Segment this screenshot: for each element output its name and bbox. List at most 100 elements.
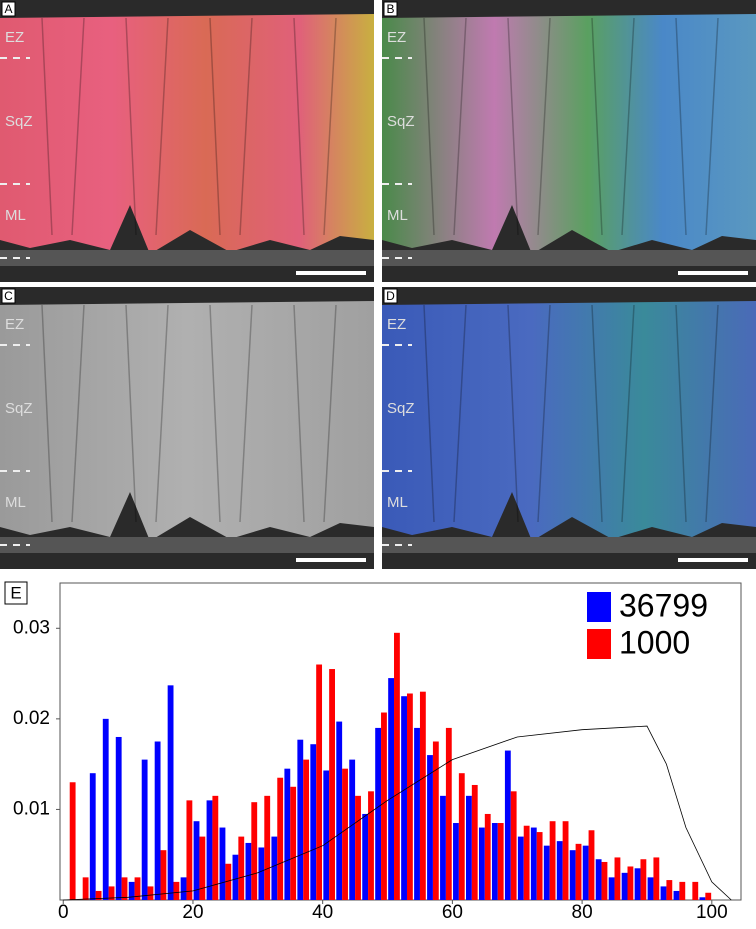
- bar: [193, 821, 200, 900]
- bar: [180, 877, 187, 900]
- bar: [601, 861, 608, 900]
- bar: [627, 866, 634, 900]
- bar: [453, 823, 459, 900]
- zone-label: SqZ: [5, 400, 33, 417]
- bar: [523, 825, 530, 900]
- bar: [614, 857, 621, 900]
- micrographs: A EZ SqZ ML B EZ SqZ ML C EZ SqZ ML D EZ SqZ ML: [0, 0, 756, 569]
- bar: [647, 877, 654, 900]
- grain-boundary: [537, 304, 551, 523]
- bar: [258, 847, 265, 900]
- bar: [225, 863, 232, 900]
- grain-boundary: [507, 17, 519, 236]
- grain-boundary: [621, 304, 635, 523]
- bar: [582, 845, 589, 900]
- grain-boundary: [155, 17, 169, 236]
- bar: [141, 759, 148, 900]
- panel-label-box: [383, 1, 398, 17]
- grain-boundary: [155, 304, 169, 523]
- zone-label: SqZ: [387, 113, 415, 130]
- grain-boundary: [71, 304, 85, 523]
- bar: [406, 693, 413, 900]
- grain-boundary: [125, 304, 137, 523]
- bar: [277, 777, 284, 900]
- bar: [336, 721, 343, 900]
- zone-label: EZ: [387, 29, 406, 46]
- bar: [388, 678, 395, 900]
- y-tick-label: 0.01: [13, 798, 50, 819]
- bar: [121, 877, 128, 900]
- bar: [621, 872, 628, 900]
- x-tick-label: 80: [572, 902, 593, 923]
- sample-base: [0, 537, 374, 553]
- grain-boundary: [423, 17, 435, 236]
- grain-region: [0, 14, 374, 254]
- sample-base: [382, 537, 756, 553]
- plot-frame: [59, 582, 742, 901]
- scale-bar: [678, 558, 748, 562]
- panel-label-box: [4, 581, 28, 605]
- panel-label: C: [4, 289, 13, 303]
- bar: [569, 850, 576, 900]
- grain-boundary: [209, 17, 221, 236]
- bar: [167, 685, 174, 900]
- bar: [154, 741, 161, 900]
- bar: [588, 830, 595, 900]
- bar: [705, 892, 712, 900]
- bar: [362, 813, 369, 900]
- bar: [575, 843, 582, 900]
- zone-label: ML: [387, 494, 408, 511]
- bar: [303, 759, 310, 900]
- bar: [401, 696, 407, 900]
- panel-label: D: [386, 289, 395, 303]
- bar: [375, 727, 382, 900]
- bar: [427, 755, 433, 900]
- grain-boundary: [323, 304, 337, 523]
- bar: [206, 800, 213, 900]
- bar: [82, 877, 89, 900]
- bar: [264, 795, 271, 900]
- bar: [432, 741, 439, 900]
- scale-bar: [296, 271, 366, 275]
- grain-boundary: [453, 17, 467, 236]
- bar: [510, 791, 517, 900]
- bar: [316, 664, 323, 900]
- bar: [673, 890, 680, 900]
- grain-boundary: [239, 17, 253, 236]
- bar: [530, 827, 537, 900]
- bar: [381, 712, 387, 900]
- panel-label: B: [386, 2, 394, 16]
- grain-boundary: [209, 304, 221, 523]
- bar: [458, 773, 465, 900]
- bar: [504, 750, 511, 900]
- zone-label: SqZ: [387, 400, 415, 417]
- bar: [699, 897, 706, 900]
- grain-boundary: [293, 304, 305, 523]
- grain-boundary: [239, 304, 253, 523]
- grain-boundary: [41, 17, 53, 236]
- bar: [219, 827, 226, 900]
- panel-label: E: [10, 583, 21, 602]
- bar: [69, 782, 76, 900]
- x-tick-label: 40: [312, 902, 333, 923]
- zone-label: SqZ: [5, 113, 33, 130]
- bar: [186, 800, 193, 900]
- grain-boundary: [675, 304, 687, 523]
- panel-label-box: [1, 1, 16, 17]
- y-tick-label: 0.03: [13, 617, 50, 638]
- bar: [310, 744, 317, 900]
- zone-label: ML: [5, 207, 26, 224]
- bar: [660, 886, 667, 900]
- micrograph-panel: C EZ SqZ ML: [0, 287, 374, 569]
- grain-boundary: [705, 17, 719, 236]
- micrograph-panel: D EZ SqZ ML: [382, 287, 756, 569]
- bar: [238, 836, 245, 900]
- bar: [89, 773, 96, 900]
- zone-label: EZ: [387, 316, 406, 333]
- bar: [95, 890, 102, 900]
- grain-boundary: [125, 17, 137, 236]
- bar: [232, 854, 239, 900]
- grain-boundary: [423, 304, 435, 523]
- bar: [251, 802, 258, 900]
- x-tick-label: 0: [58, 902, 69, 923]
